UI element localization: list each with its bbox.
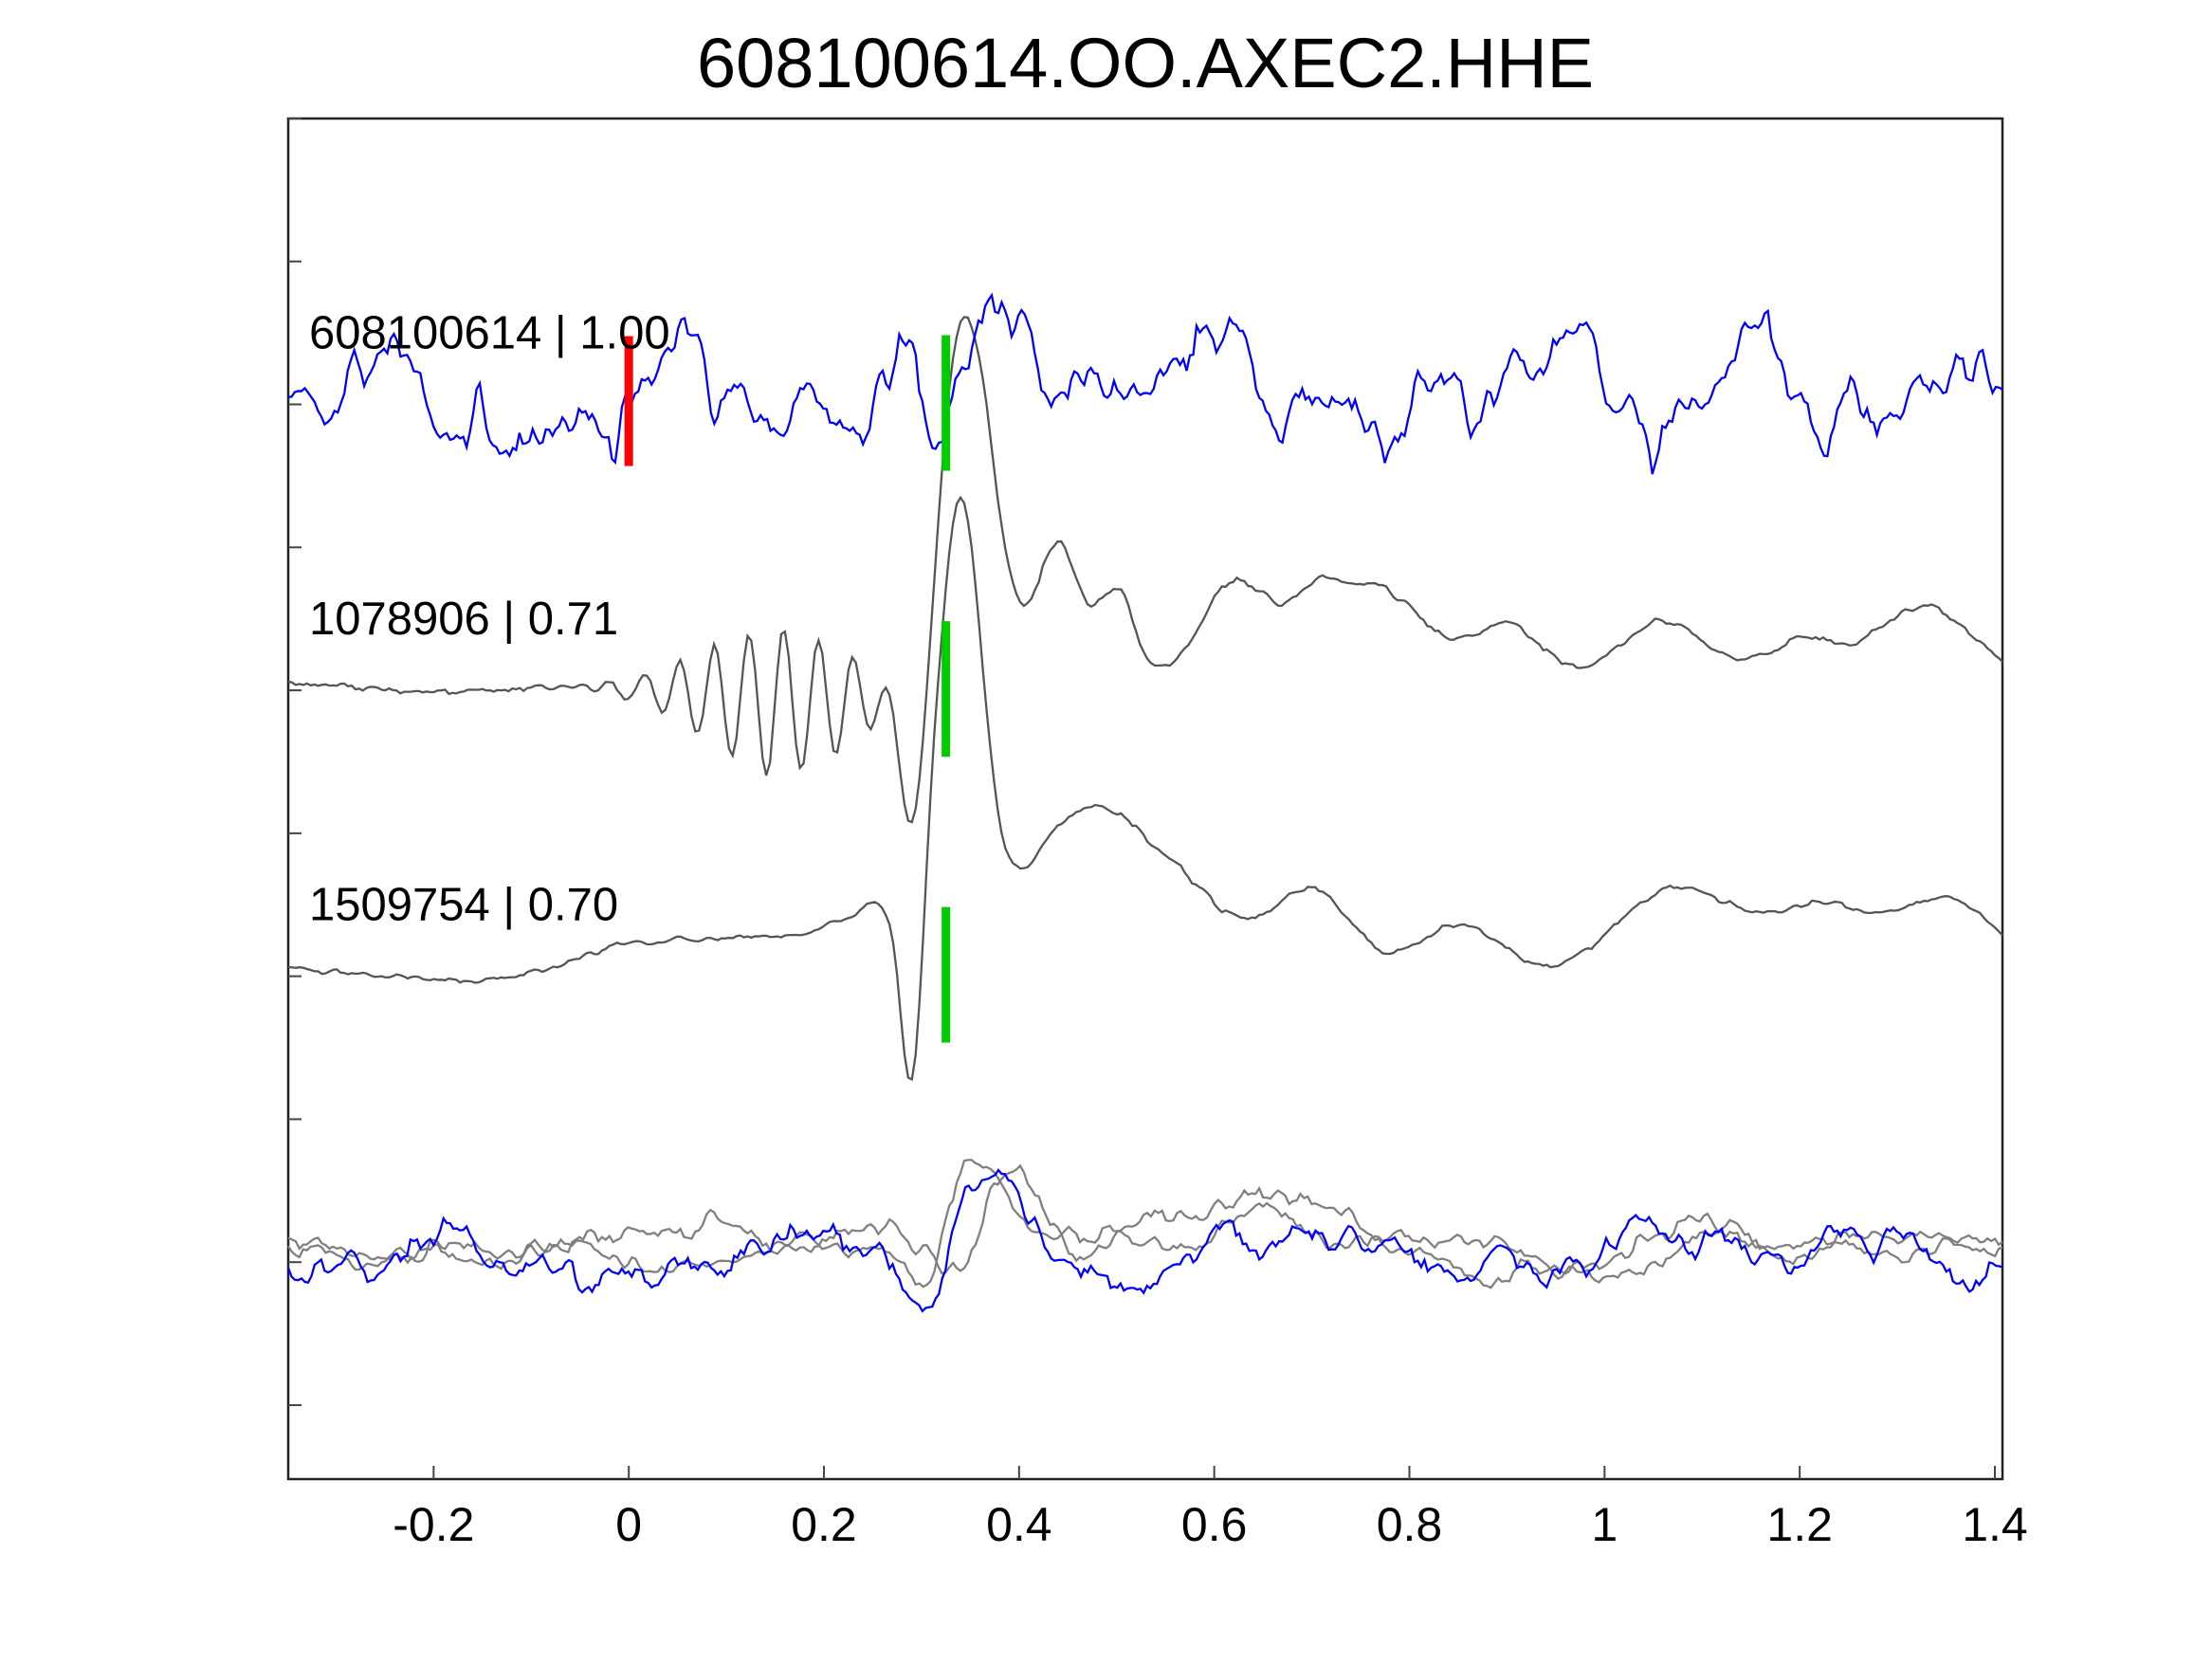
svg-text:0.6: 0.6 (1181, 1498, 1248, 1551)
svg-text:1.2: 1.2 (1766, 1498, 1833, 1551)
svg-text:608100614 | 1.00: 608100614 | 1.00 (309, 308, 670, 359)
svg-text:-0.2: -0.2 (393, 1498, 474, 1551)
svg-text:1: 1 (1591, 1498, 1618, 1551)
svg-text:0.8: 0.8 (1377, 1498, 1443, 1551)
svg-text:0: 0 (615, 1498, 642, 1551)
svg-text:608100614.OO.AXEC2.HHE: 608100614.OO.AXEC2.HHE (697, 24, 1594, 102)
svg-text:1078906 | 0.71: 1078906 | 0.71 (309, 594, 618, 645)
svg-text:0.4: 0.4 (986, 1498, 1052, 1551)
svg-text:1509754 | 0.70: 1509754 | 0.70 (309, 880, 618, 931)
svg-text:0.2: 0.2 (791, 1498, 857, 1551)
svg-text:1.4: 1.4 (1962, 1498, 2028, 1551)
